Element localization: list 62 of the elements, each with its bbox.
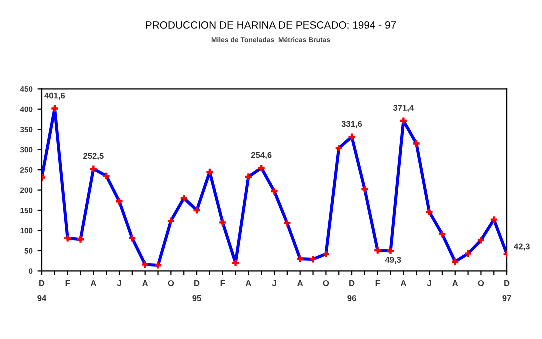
point	[90, 166, 97, 172]
point	[103, 172, 110, 180]
data-label: 252,5	[84, 153, 104, 160]
point	[168, 218, 174, 224]
point	[142, 261, 149, 268]
point	[297, 256, 304, 262]
x-tick-label: J	[427, 280, 432, 286]
x-tick-label: D 96	[348, 280, 356, 302]
point	[220, 219, 226, 226]
x-tick-label: A	[246, 280, 252, 286]
x-tick-label: D 95	[192, 280, 202, 302]
point	[116, 198, 123, 205]
point	[465, 250, 472, 258]
chart-title: PRODUCCION DE HARINA DE PESCADO: 1994 - 97	[146, 22, 396, 29]
point	[336, 144, 342, 152]
point	[64, 235, 72, 242]
point	[232, 260, 240, 266]
data-label: 42,3	[514, 244, 530, 251]
point	[310, 256, 317, 263]
point	[348, 134, 356, 140]
point	[284, 220, 291, 227]
point	[245, 174, 252, 180]
point	[478, 237, 484, 244]
point	[155, 262, 162, 269]
point	[439, 231, 446, 238]
x-tick-label: A	[142, 280, 148, 286]
point	[78, 236, 84, 243]
data-label: 254,6	[251, 152, 272, 160]
point	[258, 164, 265, 172]
x-tick-label: F	[220, 280, 226, 286]
point	[52, 105, 58, 112]
x-tick-label: F	[376, 280, 380, 286]
point	[413, 140, 420, 148]
point	[374, 247, 382, 254]
data-label: 371,4	[393, 105, 414, 112]
x-tick-label: D 94	[38, 280, 47, 302]
point	[426, 208, 433, 216]
x-tick-label: J	[272, 280, 276, 286]
x-tick-label: O	[478, 280, 484, 286]
x-tick-label: J	[117, 280, 122, 286]
x-tick-label: A	[400, 280, 406, 286]
x-tick-label: D 97	[502, 280, 512, 302]
data-label: 401,6	[44, 92, 66, 100]
x-tick-label: O	[323, 280, 330, 286]
point	[452, 258, 459, 266]
point	[322, 250, 330, 258]
x-tick-label: O	[168, 280, 174, 286]
point	[194, 207, 200, 214]
x-tick-label: A	[452, 280, 458, 286]
x-tick-label: A	[298, 280, 304, 286]
point	[180, 195, 188, 202]
data-label: 331,6	[342, 121, 362, 128]
point	[362, 186, 368, 193]
point	[388, 248, 394, 255]
x-tick-label: F	[66, 280, 70, 286]
point	[400, 118, 407, 124]
x-tick-label: A	[90, 280, 96, 286]
point	[490, 216, 498, 224]
point	[129, 235, 136, 242]
point	[271, 188, 278, 195]
point	[206, 168, 214, 176]
data-label: 49,3	[385, 257, 402, 264]
